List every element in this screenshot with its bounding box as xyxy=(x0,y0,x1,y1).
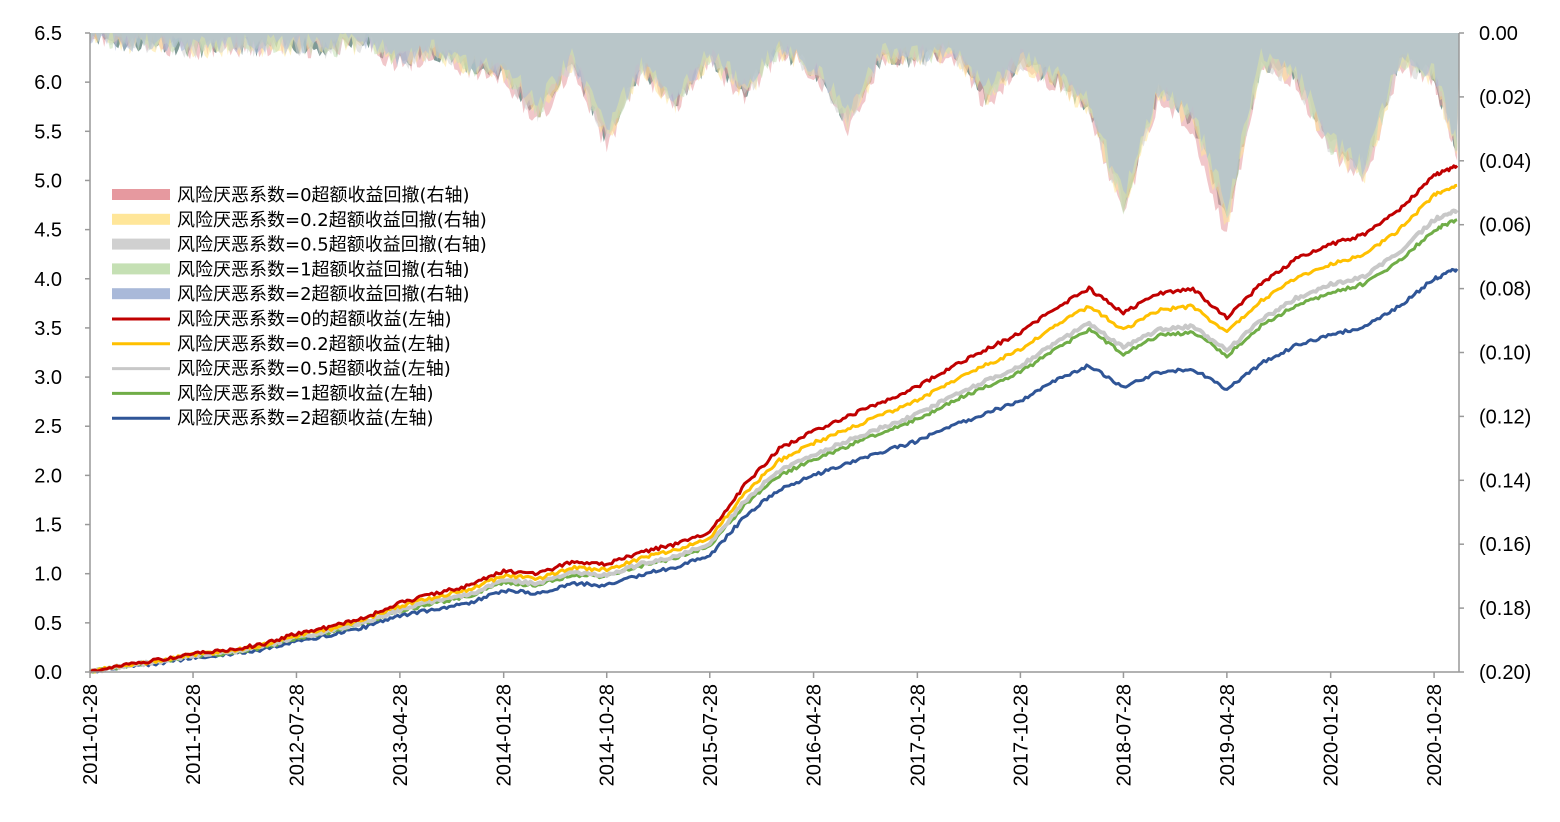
right-tick-label: (0.20) xyxy=(1479,662,1531,684)
x-tick-label: 2017-10-28 xyxy=(1010,684,1032,786)
left-tick-label: 1.0 xyxy=(34,564,62,586)
right-tick-label: (0.06) xyxy=(1479,215,1531,237)
x-tick-label: 2014-01-28 xyxy=(494,684,516,786)
right-tick-label: (0.08) xyxy=(1479,279,1531,301)
left-tick-label: 3.0 xyxy=(34,367,62,389)
drawdown-area-4 xyxy=(90,33,1459,212)
excess-return-line-1 xyxy=(89,183,1458,674)
legend-swatch-area xyxy=(112,213,170,225)
x-tick-label: 2020-10-28 xyxy=(1424,684,1446,786)
x-tick-label: 2011-10-28 xyxy=(183,684,205,785)
left-tick-label: 5.0 xyxy=(34,170,62,192)
left-tick-label: 6.5 xyxy=(34,23,62,45)
x-tick-label: 2015-07-28 xyxy=(700,684,722,786)
left-tick-label: 5.5 xyxy=(34,121,62,143)
left-tick-label: 3.5 xyxy=(34,318,62,340)
x-tick-label: 2013-04-28 xyxy=(390,684,412,786)
excess-return-line-2 xyxy=(88,208,1459,674)
legend-swatch-area xyxy=(112,263,170,275)
right-tick-label: (0.04) xyxy=(1479,151,1531,173)
x-tick-label: 2012-07-28 xyxy=(286,684,308,786)
right-tick-label: (0.02) xyxy=(1479,87,1531,109)
x-tick-label: 2018-07-28 xyxy=(1113,684,1135,786)
legend-label: 风险厌恶系数=2超额收益(左轴) xyxy=(177,408,434,429)
legend-swatch-area xyxy=(112,238,170,250)
left-tick-label: 0.5 xyxy=(34,613,62,635)
legend-swatch-area xyxy=(112,288,170,300)
right-tick-label: (0.16) xyxy=(1479,534,1531,556)
legend-label: 风险厌恶系数=0.5超额收益回撤(右轴) xyxy=(177,235,487,256)
legend-label: 风险厌恶系数=2超额收益回撤(右轴) xyxy=(177,284,470,305)
x-tick-label: 2016-04-28 xyxy=(804,684,826,786)
left-tick-label: 6.0 xyxy=(34,72,62,94)
legend: 风险厌恶系数=0超额收益回撤(右轴) 风险厌恶系数=0.2超额收益回撤(右轴) 风险… xyxy=(112,185,487,429)
right-tick-label: (0.18) xyxy=(1479,598,1531,620)
left-tick-label: 4.5 xyxy=(34,220,62,242)
left-tick-label: 2.0 xyxy=(34,465,62,487)
axes-layer: 0.0 0.5 1.0 1.5 2.0 2.5 3.0 3.5 4.0 4.5 5.0 5.5 6.0 6… xyxy=(34,23,1531,786)
left-tick-label: 2.5 xyxy=(34,416,62,438)
x-tick-label: 2017-01-28 xyxy=(907,684,929,786)
right-tick-label: (0.14) xyxy=(1479,470,1531,492)
x-tick-label: 2011-01-28 xyxy=(80,684,102,785)
x-tick-label: 2020-01-28 xyxy=(1321,684,1343,786)
right-tick-label: (0.12) xyxy=(1479,406,1531,428)
right-tick-label: (0.10) xyxy=(1479,343,1531,365)
legend-label: 风险厌恶系数=1超额收益回撤(右轴) xyxy=(177,259,470,280)
legend-label: 风险厌恶系数=0.2超额收益回撤(右轴) xyxy=(177,210,487,231)
left-tick-label: 0.0 xyxy=(34,662,62,684)
legend-label: 风险厌恶系数=1超额收益(左轴) xyxy=(177,383,434,404)
excess-return-line-0 xyxy=(89,164,1459,674)
x-tick-label: 2019-04-28 xyxy=(1217,684,1239,786)
drawdown-area-layer xyxy=(90,33,1459,232)
legend-label: 风险厌恶系数=0超额收益回撤(右轴) xyxy=(177,185,470,206)
left-tick-label: 4.0 xyxy=(34,269,62,291)
excess-return-line-4 xyxy=(90,267,1459,674)
x-tick-label: 2014-10-28 xyxy=(597,684,619,786)
legend-label: 风险厌恶系数=0.5超额收益(左轴) xyxy=(177,359,451,380)
excess-return-line-layer xyxy=(88,164,1459,674)
left-tick-label: 1.5 xyxy=(34,515,62,537)
right-tick-label: 0.00 xyxy=(1479,23,1518,45)
legend-swatch-area xyxy=(112,189,170,200)
legend-label: 风险厌恶系数=0的超额收益(左轴) xyxy=(177,309,452,330)
legend-label: 风险厌恶系数=0.2超额收益(左轴) xyxy=(177,334,451,355)
